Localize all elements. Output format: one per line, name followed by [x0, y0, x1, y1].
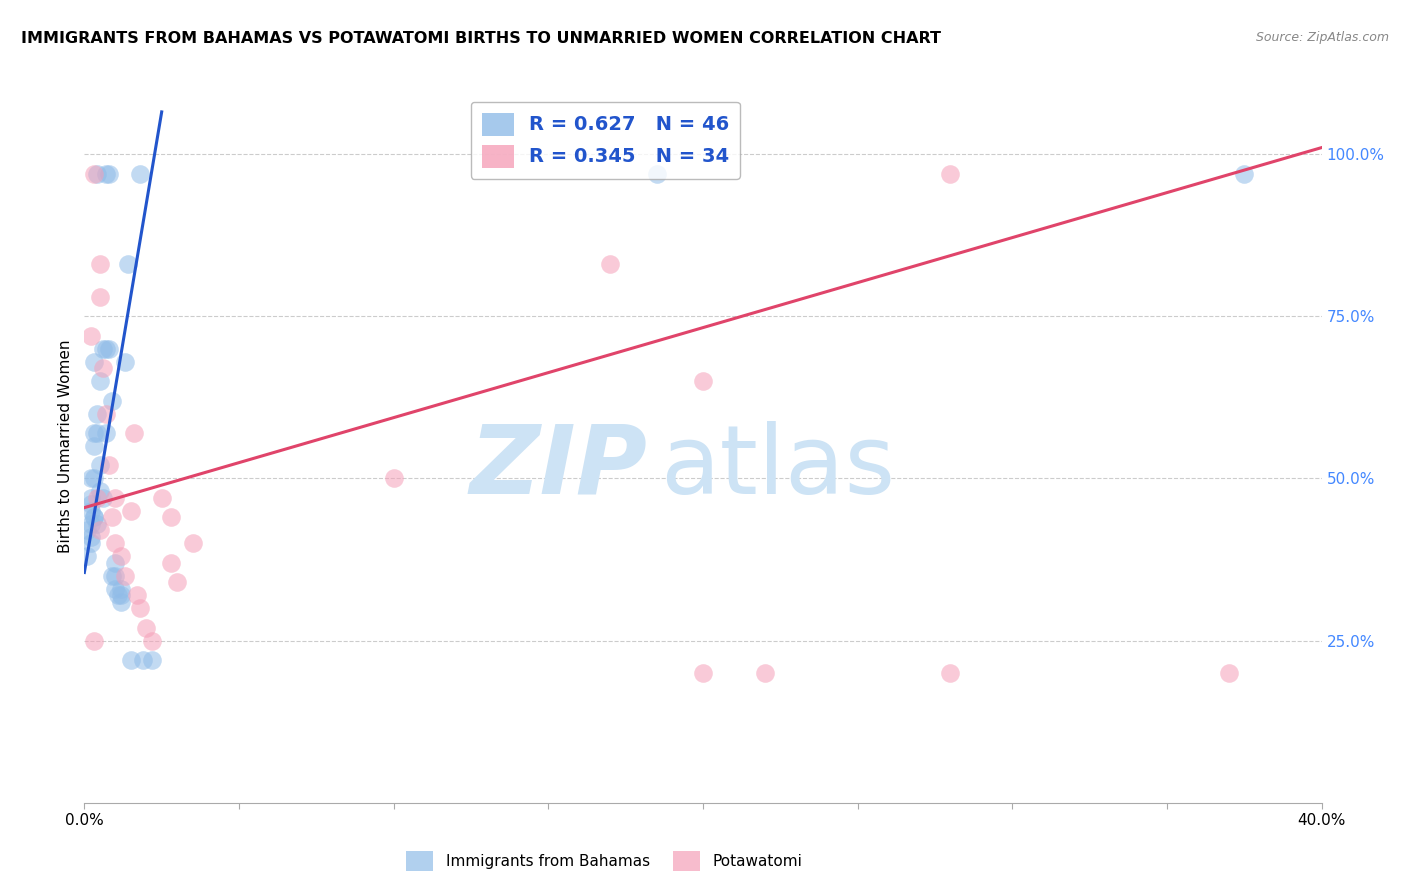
Point	[110, 582, 132, 596]
Point	[79, 536, 101, 550]
Point	[89, 484, 111, 499]
Point	[89, 458, 111, 473]
Legend: Immigrants from Bahamas, Potawatomi: Immigrants from Bahamas, Potawatomi	[399, 846, 808, 877]
Point	[382, 471, 405, 485]
Point	[91, 361, 114, 376]
Point	[939, 167, 962, 181]
Point	[79, 491, 101, 505]
Text: IMMIGRANTS FROM BAHAMAS VS POTAWATOMI BIRTHS TO UNMARRIED WOMEN CORRELATION CHAR: IMMIGRANTS FROM BAHAMAS VS POTAWATOMI BI…	[21, 31, 941, 46]
Point	[83, 425, 105, 440]
Point	[120, 653, 142, 667]
Text: ZIP: ZIP	[470, 421, 647, 514]
Point	[141, 633, 163, 648]
Point	[91, 491, 114, 505]
Point	[79, 504, 101, 518]
Point	[79, 471, 101, 485]
Point	[83, 633, 105, 648]
Point	[129, 167, 152, 181]
Point	[132, 653, 155, 667]
Point	[104, 491, 127, 505]
Point	[86, 167, 108, 181]
Point	[94, 167, 117, 181]
Point	[114, 568, 136, 582]
Point	[89, 257, 111, 271]
Point	[117, 257, 139, 271]
Point	[83, 510, 105, 524]
Point	[166, 575, 188, 590]
Text: atlas: atlas	[659, 421, 894, 514]
Point	[83, 471, 105, 485]
Point	[89, 374, 111, 388]
Point	[79, 497, 101, 511]
Point	[599, 257, 621, 271]
Point	[86, 516, 108, 531]
Point	[104, 536, 127, 550]
Point	[104, 556, 127, 570]
Point	[110, 588, 132, 602]
Point	[104, 568, 127, 582]
Point	[94, 342, 117, 356]
Point	[939, 666, 962, 681]
Point	[89, 524, 111, 538]
Point	[94, 407, 117, 421]
Point	[110, 595, 132, 609]
Point	[125, 588, 148, 602]
Point	[101, 568, 124, 582]
Point	[89, 290, 111, 304]
Point	[181, 536, 204, 550]
Point	[150, 491, 173, 505]
Point	[101, 510, 124, 524]
Point	[122, 425, 145, 440]
Point	[160, 556, 183, 570]
Point	[98, 167, 121, 181]
Point	[76, 524, 98, 538]
Point	[76, 549, 98, 564]
Point	[83, 439, 105, 453]
Point	[98, 458, 121, 473]
Point	[86, 425, 108, 440]
Point	[754, 666, 776, 681]
Point	[86, 407, 108, 421]
Point	[91, 342, 114, 356]
Point	[79, 530, 101, 544]
Point	[94, 425, 117, 440]
Point	[135, 621, 157, 635]
Text: Source: ZipAtlas.com: Source: ZipAtlas.com	[1256, 31, 1389, 45]
Y-axis label: Births to Unmarried Women: Births to Unmarried Women	[58, 339, 73, 553]
Point	[79, 328, 101, 343]
Point	[79, 516, 101, 531]
Point	[101, 393, 124, 408]
Point	[83, 510, 105, 524]
Point	[129, 601, 152, 615]
Point	[141, 653, 163, 667]
Point	[1218, 666, 1240, 681]
Point	[83, 354, 105, 368]
Point	[160, 510, 183, 524]
Point	[120, 504, 142, 518]
Point	[107, 588, 129, 602]
Point	[114, 354, 136, 368]
Point	[645, 167, 668, 181]
Point	[83, 167, 105, 181]
Point	[692, 666, 714, 681]
Point	[692, 374, 714, 388]
Point	[104, 582, 127, 596]
Point	[98, 342, 121, 356]
Point	[110, 549, 132, 564]
Point	[1233, 167, 1256, 181]
Point	[86, 491, 108, 505]
